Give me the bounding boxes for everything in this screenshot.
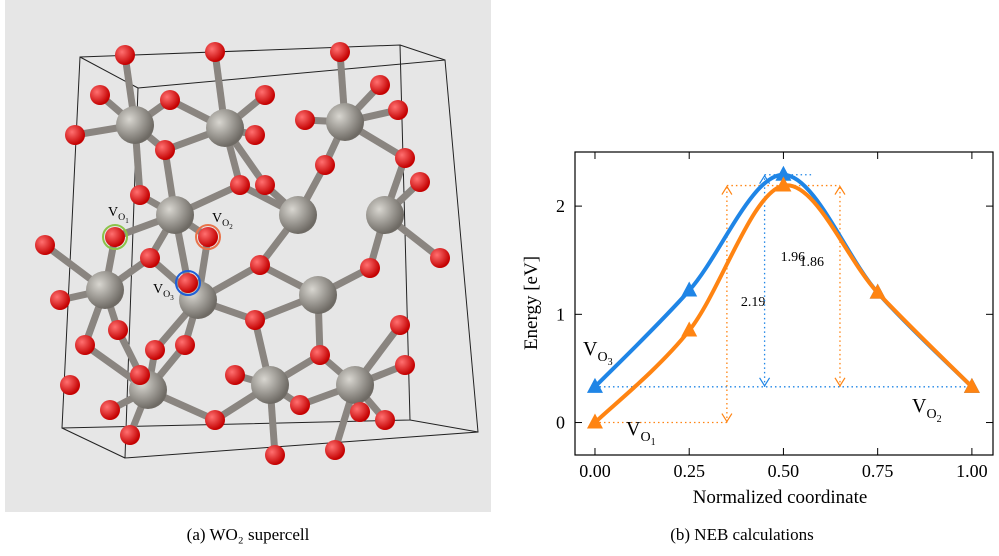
oxygen-atom [390, 315, 410, 335]
oxygen-atom [105, 227, 125, 247]
oxygen-atom [395, 148, 415, 168]
vacancy-label: VO3 [583, 338, 613, 368]
tungsten-atom [336, 366, 374, 404]
barrier-label: 1.86 [799, 255, 824, 270]
label-index: 1 [651, 437, 656, 448]
figure: (a) WO₂ supercell (b) NEB calculations N… [0, 0, 999, 556]
label-sub: O [640, 430, 650, 445]
oxygen-atom [250, 255, 270, 275]
tungsten-atom [366, 196, 404, 234]
tungsten-atom [156, 196, 194, 234]
label-main: V [626, 418, 641, 440]
oxygen-atom [255, 85, 275, 105]
oxygen-atom [120, 425, 140, 445]
oxygen-atom [108, 320, 128, 340]
y-tick-label: 0 [556, 413, 565, 433]
oxygen-atom [430, 248, 450, 268]
oxygen-atom [100, 400, 120, 420]
tungsten-atom [116, 106, 154, 144]
label-sub: O [163, 289, 170, 300]
oxygen-atom [115, 45, 135, 65]
label-sub: O [118, 212, 125, 223]
oxygen-atom [315, 155, 335, 175]
right-caption: (b) NEB calculations [670, 525, 814, 544]
label-index: 3 [608, 357, 613, 368]
oxygen-atom [75, 335, 95, 355]
tungsten-atom [251, 366, 289, 404]
vacancy-label: VO2 [912, 395, 942, 425]
oxygen-atom [198, 227, 218, 247]
tungsten-atom [206, 109, 244, 147]
tungsten-atom [326, 103, 364, 141]
oxygen-atom [35, 235, 55, 255]
oxygen-atom [145, 340, 165, 360]
oxygen-atom [130, 185, 150, 205]
oxygen-atom [155, 140, 175, 160]
oxygen-atom [90, 85, 110, 105]
oxygen-atom [388, 100, 408, 120]
oxygen-atom [255, 175, 275, 195]
oxygen-atom [205, 410, 225, 430]
oxygen-atom [330, 42, 350, 62]
oxygen-atom [140, 248, 160, 268]
oxygen-atom [310, 345, 330, 365]
x-tick-label: 1.00 [956, 461, 988, 481]
y-tick-label: 2 [556, 196, 565, 216]
oxygen-atom [265, 445, 285, 465]
oxygen-atom [50, 290, 70, 310]
oxygen-atom [65, 125, 85, 145]
x-tick-label: 0.50 [768, 461, 800, 481]
oxygen-atom [295, 110, 315, 130]
oxygen-atom [410, 172, 430, 192]
oxygen-atom [178, 273, 198, 293]
oxygen-atom [375, 410, 395, 430]
oxygen-atom [160, 90, 180, 110]
energy-curve [595, 175, 972, 387]
oxygen-atom [60, 375, 80, 395]
label-index: 1 [125, 217, 129, 225]
label-main: V [153, 282, 163, 297]
label-sub: O [926, 407, 936, 422]
oxygen-atom [360, 258, 380, 278]
label-main: V [912, 395, 927, 417]
label-main: V [212, 211, 222, 226]
oxygen-atom [230, 175, 250, 195]
tungsten-atom [299, 276, 337, 314]
tungsten-atom [86, 271, 124, 309]
oxygen-atom [175, 335, 195, 355]
label-sub: O [597, 350, 607, 365]
y-axis-label: Energy [eV] [521, 256, 542, 350]
y-tick-label: 1 [556, 304, 565, 324]
page: {"left_panel": {"caption": "(a) WO₂ supe… [0, 0, 999, 556]
x-tick-label: 0.25 [673, 461, 705, 481]
barrier-label: 2.19 [741, 295, 766, 310]
label-index: 2 [229, 223, 233, 231]
oxygen-atom [130, 365, 150, 385]
left-caption: (a) WO₂ supercell [187, 525, 310, 544]
oxygen-atom [370, 75, 390, 95]
label-sub: O [222, 218, 229, 229]
oxygen-atom [290, 395, 310, 415]
x-axis-label: Normalized coordinate [693, 487, 868, 508]
oxygen-atom [395, 355, 415, 375]
oxygen-atom [245, 125, 265, 145]
x-tick-label: 0.75 [862, 461, 894, 481]
tungsten-atom [279, 196, 317, 234]
label-main: V [583, 338, 598, 360]
label-index: 2 [937, 414, 942, 425]
oxygen-atom [325, 440, 345, 460]
label-main: V [108, 205, 118, 220]
oxygen-atom [225, 365, 245, 385]
oxygen-atom [350, 402, 370, 422]
label-index: 3 [170, 294, 174, 302]
x-tick-label: 0.00 [579, 461, 611, 481]
oxygen-atom [245, 310, 265, 330]
oxygen-atom [205, 42, 225, 62]
